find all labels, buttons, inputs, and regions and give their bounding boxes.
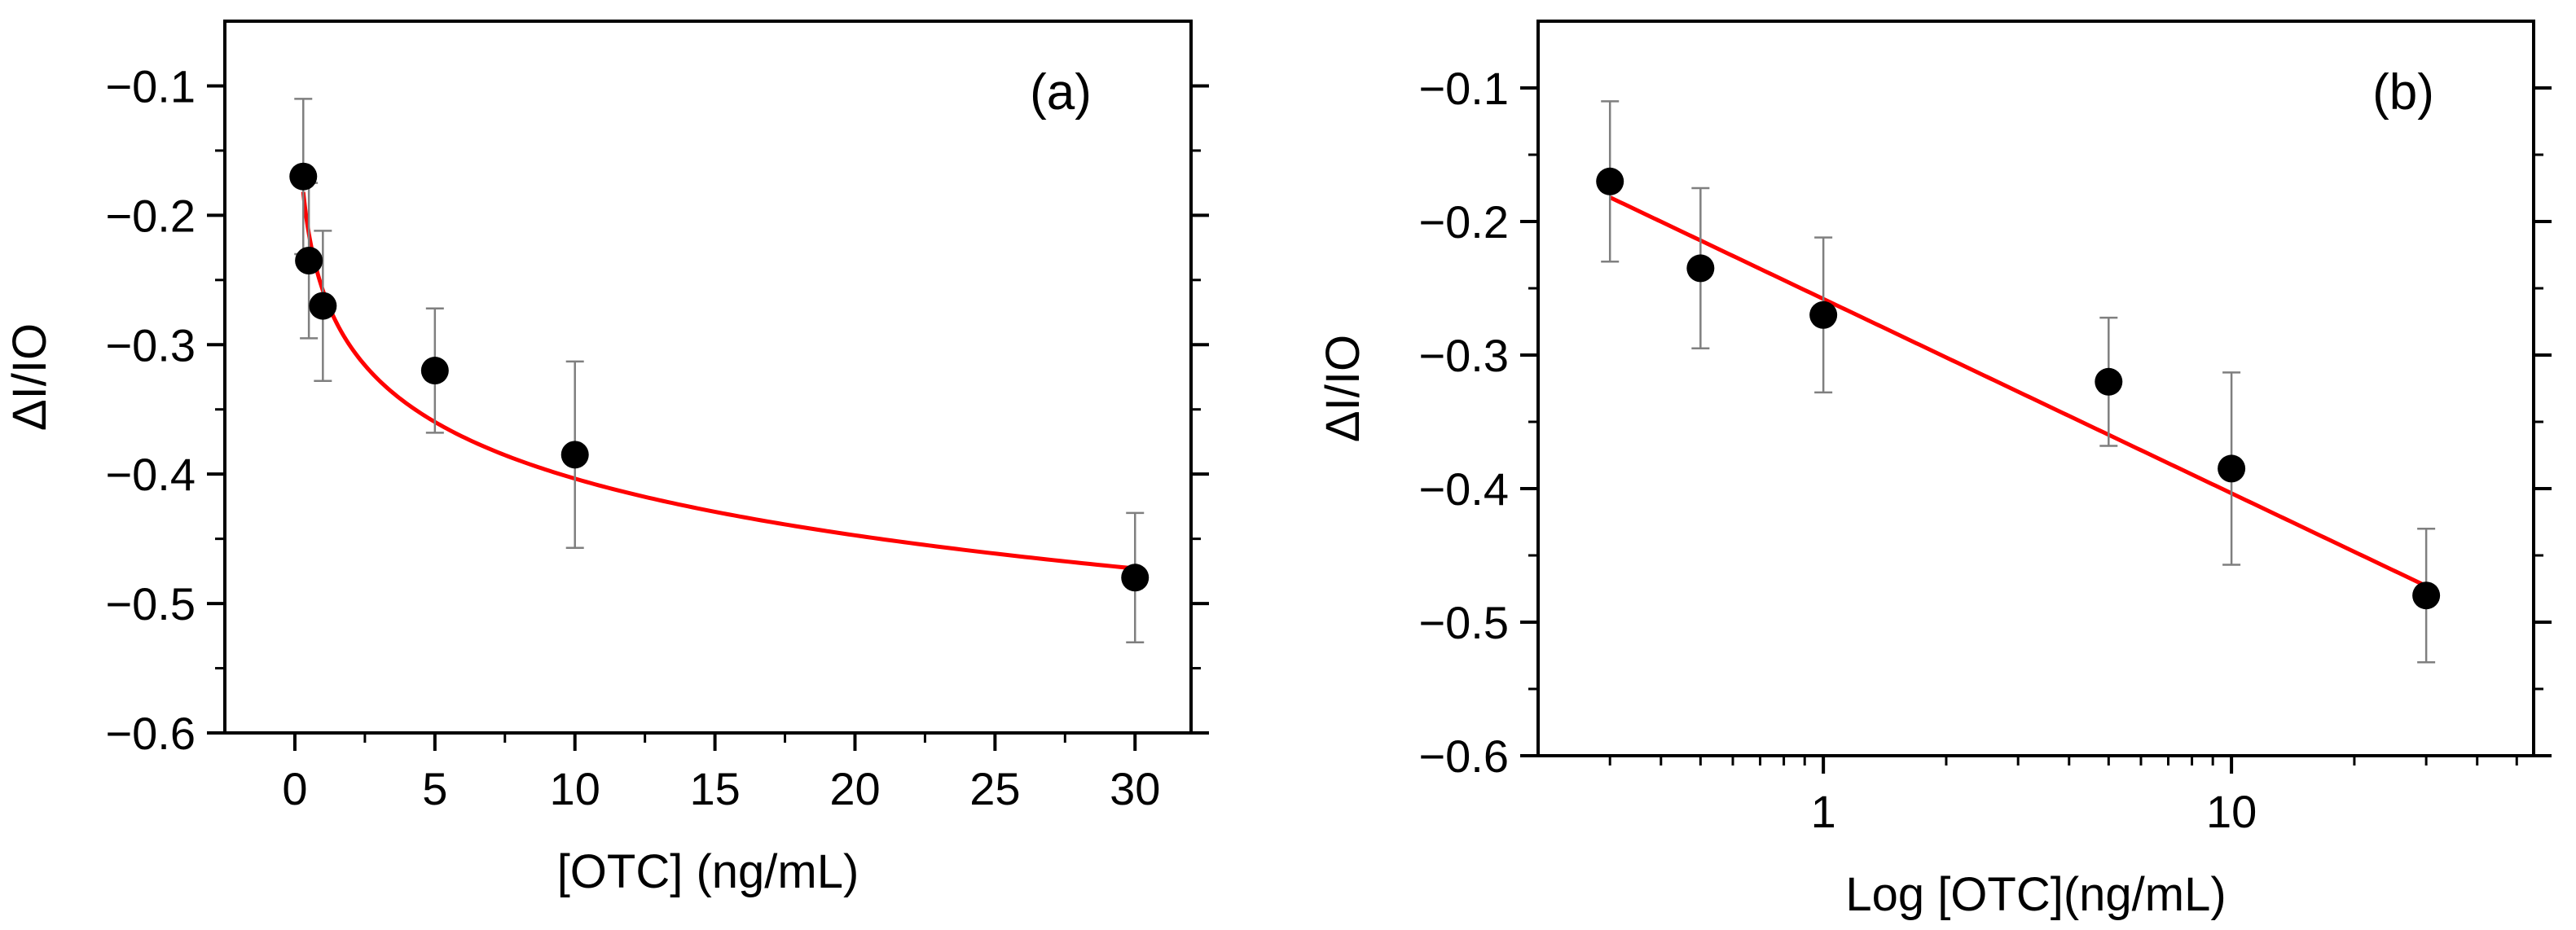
data-point bbox=[295, 246, 323, 274]
y-axis-title: ΔI/IO bbox=[1317, 335, 1369, 442]
data-point bbox=[420, 357, 449, 385]
y-tick-label: −0.3 bbox=[105, 319, 196, 371]
y-tick-label: −0.1 bbox=[105, 60, 196, 112]
data-point bbox=[560, 441, 589, 469]
x-tick-label: 5 bbox=[422, 763, 447, 814]
y-tick-label: −0.2 bbox=[105, 190, 196, 241]
x-tick-label: 0 bbox=[282, 763, 307, 814]
data-point bbox=[309, 292, 337, 320]
y-tick-label: −0.1 bbox=[1418, 63, 1509, 114]
data-point bbox=[1596, 167, 1624, 195]
y-axis-title: ΔI/IO bbox=[3, 323, 56, 431]
panel-label: (b) bbox=[2372, 64, 2434, 121]
data-point bbox=[2412, 581, 2441, 610]
panel-label: (a) bbox=[1030, 64, 1092, 121]
y-tick-label: −0.6 bbox=[1418, 730, 1509, 782]
y-tick-label: −0.6 bbox=[105, 708, 196, 759]
x-tick-label: 10 bbox=[550, 763, 600, 814]
x-tick-label: 25 bbox=[969, 763, 1020, 814]
x-axis-title: Log [OTC](ng/mL) bbox=[1845, 868, 2226, 921]
fit-line bbox=[1609, 195, 2428, 588]
x-axis-title: [OTC] (ng/mL) bbox=[557, 845, 859, 898]
y-tick-label: −0.4 bbox=[1418, 463, 1509, 515]
y-tick-label: −0.4 bbox=[105, 449, 196, 500]
y-tick-label: −0.2 bbox=[1418, 196, 1509, 248]
data-point bbox=[2218, 454, 2246, 483]
fit-line bbox=[301, 191, 1136, 571]
y-tick-label: −0.3 bbox=[1418, 330, 1509, 381]
panel-a: −0.6 −0.5 −0.4 −0.3 −0.2 −0.1 0 5 10 15 20 25 30 (a) [… bbox=[3, 20, 1209, 898]
data-point bbox=[1809, 300, 1838, 329]
x-tick-label: 1 bbox=[1811, 786, 1836, 837]
data-point bbox=[289, 162, 318, 191]
x-tick-label: 15 bbox=[689, 763, 740, 814]
x-tick-label: 10 bbox=[2206, 786, 2257, 837]
x-tick-label: 30 bbox=[1110, 763, 1160, 814]
panel-b: −0.6 −0.5 −0.4 −0.3 −0.2 −0.1 1 10 (b) Log [OTC](… bbox=[1317, 20, 2552, 921]
plot-frame bbox=[1536, 20, 2535, 757]
y-tick-label: −0.5 bbox=[1418, 597, 1509, 648]
x-tick-label: 20 bbox=[829, 763, 880, 814]
plot-frame bbox=[223, 20, 1193, 735]
y-tick-label: −0.5 bbox=[105, 578, 196, 630]
data-point bbox=[2095, 367, 2123, 396]
data-point bbox=[1686, 254, 1715, 283]
data-point bbox=[1121, 564, 1150, 592]
